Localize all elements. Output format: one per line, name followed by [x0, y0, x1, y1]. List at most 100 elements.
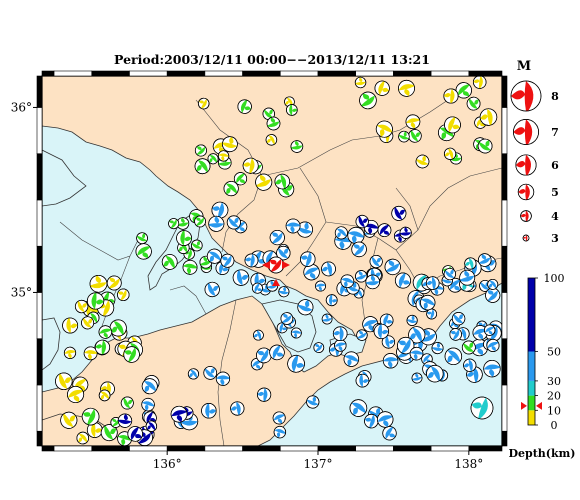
focal-mechanism — [201, 403, 217, 419]
frame-band-segment — [430, 70, 470, 77]
depth-tick-label: 10 — [547, 404, 561, 417]
focal-mechanism — [408, 129, 422, 143]
focal-mechanism — [223, 180, 239, 197]
frame-band-segment — [36, 430, 43, 447]
focal-mechanism — [470, 396, 494, 420]
focal-mechanism — [74, 299, 89, 314]
depth-band — [528, 395, 535, 411]
prefecture-borders — [59, 91, 502, 446]
focal-mechanism — [145, 420, 158, 432]
focal-mechanism — [98, 389, 111, 402]
focal-mechanism — [94, 339, 111, 355]
frame-band-segment — [468, 70, 503, 77]
frame-band-segment — [36, 107, 43, 154]
focal-mechanism — [376, 411, 394, 428]
focal-mechanism — [269, 229, 285, 246]
latest-event-mechanism — [267, 256, 285, 274]
focal-mechanism — [63, 346, 77, 359]
focal-mechanism — [226, 215, 241, 230]
frame-band-segment — [501, 338, 508, 386]
focal-mechanism — [415, 154, 430, 169]
focal-mechanism — [431, 342, 444, 355]
focal-mechanism — [313, 342, 325, 353]
focal-mechanism — [391, 205, 407, 221]
focal-mechanism — [340, 274, 355, 289]
focal-mechanism — [127, 426, 143, 442]
focal-mechanism — [399, 226, 412, 239]
magnitude-legend-label: 5 — [551, 186, 559, 199]
map-plot-area — [42, 76, 502, 446]
magnitude-legend-symbol — [510, 80, 542, 112]
focal-mechanism — [255, 173, 273, 191]
focal-mechanism — [215, 371, 231, 386]
magnitude-legend-symbol — [520, 210, 532, 222]
focal-mechanism — [349, 399, 368, 417]
focal-mechanism — [332, 326, 348, 341]
frame-band-segment — [91, 70, 130, 77]
focal-mechanism — [230, 401, 245, 416]
focal-mechanism — [472, 325, 488, 341]
focal-mechanism — [394, 272, 411, 289]
focal-mechanism — [444, 116, 461, 134]
focal-mechanism — [290, 327, 302, 339]
focal-mechanism — [120, 396, 134, 410]
longitude-ticks: 136° 137° 138° — [153, 451, 483, 471]
focal-mechanism — [168, 218, 180, 230]
frame-band-segment — [166, 445, 206, 452]
focal-mechanism — [325, 294, 338, 307]
depth-band — [528, 410, 535, 425]
focal-mechanism — [374, 80, 390, 96]
frame-band-segment — [91, 445, 130, 452]
focal-mechanism — [451, 311, 466, 326]
frame-band-segment — [501, 75, 508, 108]
focal-mechanism — [354, 76, 367, 89]
focal-mechanism — [256, 347, 272, 364]
frame-band-segment — [166, 70, 206, 77]
focal-mechanism — [343, 351, 360, 367]
focal-mechanism — [375, 120, 393, 138]
focal-mechanisms — [55, 76, 502, 446]
latitude-ticks: 36° 35° — [11, 100, 37, 299]
longitude-tick-label: 137° — [304, 457, 333, 471]
frame-band-segment — [501, 245, 508, 293]
focal-mechanism — [461, 340, 476, 355]
focal-mechanism — [466, 96, 481, 111]
frame-band-segment — [129, 445, 168, 452]
frame-band-segment — [501, 107, 508, 154]
focal-mechanism — [83, 346, 98, 361]
focal-mechanism — [251, 282, 263, 294]
frame-band-segment — [36, 245, 43, 293]
focal-mechanism — [217, 150, 230, 162]
focal-mechanism — [306, 395, 320, 409]
focal-mechanism — [67, 385, 85, 404]
osaka-bay — [42, 317, 61, 371]
magnitude-legend-label: 7 — [551, 126, 559, 139]
focal-mechanism — [222, 136, 238, 153]
longitude-tick-label: 138° — [454, 457, 483, 471]
focal-mechanism — [141, 378, 158, 395]
frame-band-segment — [501, 153, 508, 201]
focal-mechanism — [355, 214, 369, 229]
focal-mechanism — [273, 425, 287, 439]
focal-mechanism — [285, 218, 301, 234]
focal-mechanism — [486, 338, 500, 352]
focal-mechanism — [334, 339, 347, 352]
focal-mechanism — [117, 288, 130, 302]
focal-mechanism — [384, 258, 401, 276]
focal-mechanism — [176, 217, 190, 230]
magnitude-legend-symbol — [513, 119, 539, 145]
depth-band — [528, 380, 535, 396]
focal-mechanism — [109, 319, 127, 337]
focal-mechanism — [355, 373, 370, 388]
frame-band-segment — [317, 445, 357, 452]
focal-mechanism — [207, 153, 219, 165]
focal-mechanism — [161, 254, 178, 270]
focal-mechanism — [237, 99, 252, 114]
frame-band-segment — [355, 445, 394, 452]
focal-mechanism — [136, 232, 148, 245]
focal-mechanism — [265, 134, 278, 146]
focal-mechanism — [373, 323, 389, 340]
focal-mechanism — [409, 346, 424, 361]
frame-band-segment — [36, 153, 43, 201]
